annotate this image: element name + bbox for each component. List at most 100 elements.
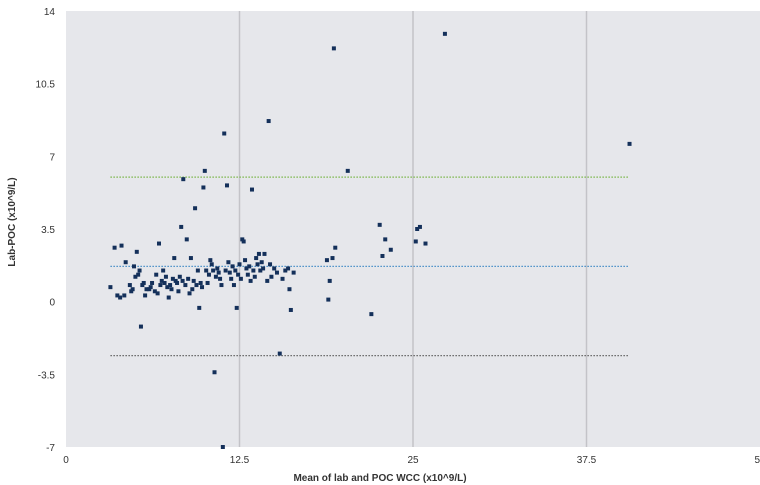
- data-point-72: [220, 445, 225, 449]
- data-point-19: [144, 287, 149, 292]
- data-point-68: [215, 266, 220, 271]
- data-point-91: [247, 264, 252, 269]
- data-point-18: [143, 293, 148, 298]
- data-point-5: [122, 293, 127, 298]
- data-point-71: [219, 283, 224, 288]
- y-tick-label-6: 14: [44, 7, 56, 18]
- data-point-113: [287, 287, 292, 292]
- data-point-12: [134, 249, 139, 254]
- data-point-7: [127, 283, 132, 288]
- data-point-129: [415, 227, 420, 231]
- data-point-122: [345, 168, 350, 173]
- data-point-75: [225, 183, 230, 188]
- data-point-52: [193, 206, 198, 211]
- x-tick-label-0: 0: [63, 455, 69, 466]
- data-point-80: [231, 283, 236, 288]
- data-point-114: [288, 307, 293, 312]
- x-tick-label-1: 12.5: [230, 455, 250, 466]
- data-point-101: [261, 266, 266, 271]
- data-point-37: [172, 256, 177, 261]
- data-point-43: [180, 278, 185, 283]
- data-point-89: [244, 266, 249, 271]
- data-point-124: [377, 222, 382, 227]
- x-tick-label-3: 37.5: [577, 455, 597, 466]
- data-point-55: [197, 305, 202, 310]
- data-point-65: [211, 268, 216, 273]
- data-point-44: [181, 177, 186, 182]
- data-point-3: [118, 295, 123, 300]
- data-point-67: [213, 274, 218, 279]
- data-point-86: [240, 237, 245, 242]
- data-point-74: [223, 268, 228, 273]
- x-axis-ticks: 0 12.5 25 37.5 5: [63, 455, 760, 466]
- data-point-29: [161, 268, 166, 273]
- data-point-30: [162, 280, 167, 285]
- data-point-6: [123, 260, 128, 265]
- data-point-118: [327, 278, 332, 283]
- data-point-13: [136, 272, 141, 277]
- data-point-4: [119, 243, 124, 248]
- data-point-0: [108, 285, 113, 290]
- data-point-60: [204, 268, 209, 273]
- data-point-94: [251, 268, 256, 273]
- data-point-33: [166, 295, 171, 300]
- data-point-56: [198, 280, 203, 285]
- x-tick-label-2: 25: [407, 455, 419, 466]
- data-point-32: [165, 285, 170, 290]
- data-point-57: [200, 285, 205, 290]
- data-point-58: [201, 185, 206, 190]
- data-point-47: [186, 276, 191, 281]
- data-point-92: [248, 278, 253, 283]
- data-point-14: [137, 268, 142, 273]
- data-point-81: [233, 268, 238, 273]
- y-axis-ticks: -7 -3.5 0 3.5 7 10.5 14: [36, 7, 56, 454]
- data-point-62: [206, 272, 211, 277]
- data-point-26: [156, 241, 161, 246]
- data-point-9: [130, 287, 135, 292]
- data-point-38: [173, 278, 178, 283]
- data-point-131: [423, 241, 428, 246]
- y-tick-label-2: 0: [49, 298, 55, 309]
- data-point-95: [252, 274, 257, 279]
- data-point-28: [159, 278, 164, 283]
- y-tick-label-5: 10.5: [36, 80, 56, 91]
- data-point-2: [115, 293, 120, 298]
- data-point-98: [256, 251, 261, 256]
- data-point-46: [184, 237, 189, 242]
- data-point-16: [140, 283, 145, 288]
- data-point-40: [176, 289, 181, 294]
- data-point-104: [266, 119, 271, 124]
- data-point-99: [258, 268, 263, 273]
- data-point-119: [330, 256, 335, 261]
- data-point-25: [155, 291, 160, 296]
- data-point-15: [138, 324, 143, 329]
- data-point-36: [170, 276, 175, 281]
- x-tick-label-4: 5: [754, 455, 760, 466]
- data-point-79: [230, 264, 235, 269]
- data-point-128: [413, 239, 418, 244]
- data-point-132: [442, 31, 447, 36]
- data-point-70: [218, 276, 223, 281]
- data-point-54: [195, 268, 200, 273]
- data-point-45: [183, 283, 188, 288]
- data-point-84: [237, 262, 242, 267]
- data-point-63: [208, 258, 213, 263]
- data-point-105: [268, 262, 273, 267]
- data-point-100: [259, 260, 264, 265]
- data-point-22: [150, 280, 155, 285]
- data-point-83: [236, 272, 241, 277]
- data-point-97: [255, 262, 260, 267]
- data-point-61: [205, 280, 210, 285]
- data-point-90: [245, 272, 250, 277]
- data-point-93: [249, 187, 254, 192]
- data-point-85: [238, 276, 243, 281]
- data-point-50: [190, 287, 195, 292]
- data-point-48: [187, 291, 192, 296]
- data-point-96: [254, 256, 259, 261]
- data-point-103: [265, 278, 270, 283]
- data-point-76: [226, 260, 231, 265]
- gridlines: [238, 11, 588, 447]
- data-point-111: [283, 268, 288, 273]
- data-point-35: [169, 287, 174, 292]
